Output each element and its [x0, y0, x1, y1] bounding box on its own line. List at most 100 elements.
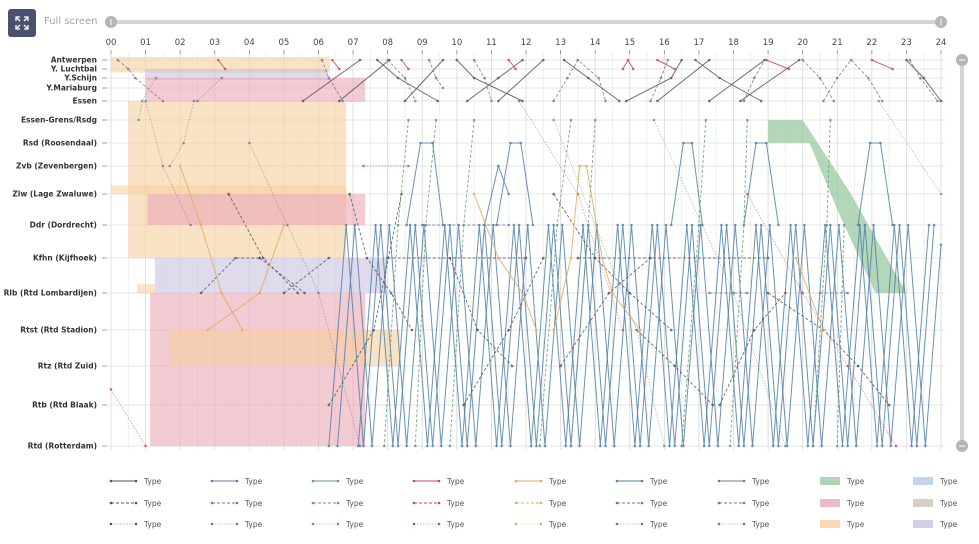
train-path[interactable] — [795, 257, 824, 331]
train-path[interactable] — [508, 59, 517, 70]
legend-item[interactable]: Type — [820, 520, 865, 529]
train-path[interactable] — [539, 119, 572, 447]
possession-zone[interactable] — [111, 185, 347, 194]
legend-swatch — [913, 520, 933, 528]
possession-zone[interactable] — [128, 101, 347, 258]
train-path[interactable] — [657, 59, 675, 70]
train-path[interactable] — [518, 100, 624, 331]
train-path[interactable] — [197, 77, 222, 102]
train-path[interactable] — [401, 59, 409, 70]
train-path[interactable] — [349, 193, 413, 331]
train-path[interactable] — [695, 59, 762, 102]
train-path[interactable] — [466, 59, 523, 102]
train-path[interactable] — [553, 193, 672, 331]
train-path[interactable] — [496, 142, 534, 226]
possession-zone[interactable] — [169, 330, 400, 366]
train-path[interactable] — [259, 257, 305, 294]
train-path[interactable] — [217, 59, 226, 70]
train-path[interactable] — [871, 59, 893, 70]
train-path[interactable] — [406, 142, 444, 226]
legend-item[interactable]: Type — [412, 520, 465, 529]
train-path[interactable] — [746, 193, 897, 447]
train-path[interactable] — [626, 59, 683, 102]
legend-item[interactable]: Type — [210, 499, 263, 508]
legend-item[interactable]: Type — [109, 520, 162, 529]
train-path[interactable] — [338, 59, 390, 102]
train-path[interactable] — [740, 59, 800, 102]
legend-item[interactable]: Type — [412, 499, 465, 508]
train-path[interactable] — [414, 119, 437, 447]
train-path[interactable] — [248, 142, 361, 447]
legend-item[interactable]: Type — [820, 477, 865, 486]
legend-item[interactable]: Type — [615, 520, 668, 529]
train-path[interactable] — [657, 59, 710, 102]
train-path[interactable] — [802, 59, 835, 102]
train-path[interactable] — [743, 59, 766, 102]
train-path[interactable] — [743, 142, 779, 226]
legend-item[interactable]: Type — [820, 499, 865, 508]
possession-zone[interactable] — [145, 69, 328, 80]
train-path[interactable] — [878, 100, 942, 195]
possession-zone[interactable] — [111, 56, 330, 73]
legend-item[interactable]: Type — [514, 520, 567, 529]
legend-item[interactable]: Type — [514, 499, 567, 508]
train-path[interactable] — [497, 59, 544, 102]
train-path[interactable] — [473, 193, 537, 331]
legend-item[interactable]: Type — [210, 520, 263, 529]
legend-item[interactable]: Type — [109, 499, 162, 508]
train-path[interactable] — [708, 59, 765, 102]
train-path[interactable] — [456, 59, 523, 102]
train-path[interactable] — [767, 292, 890, 406]
train-path[interactable] — [766, 59, 790, 70]
train-path[interactable] — [357, 224, 930, 447]
legend-item[interactable]: Type — [615, 477, 668, 486]
train-path[interactable] — [283, 257, 330, 294]
train-path[interactable] — [681, 119, 707, 447]
train-path[interactable] — [179, 165, 243, 331]
train-path[interactable] — [622, 58, 634, 70]
train-path[interactable] — [302, 59, 361, 102]
possession-zone[interactable] — [145, 78, 366, 102]
train-path[interactable] — [857, 142, 894, 226]
legend-item[interactable]: Type — [412, 477, 465, 486]
train-path[interactable] — [563, 59, 620, 102]
possession-zone[interactable] — [147, 194, 366, 225]
possession-zone[interactable] — [150, 293, 366, 446]
legend-item[interactable]: Type — [109, 477, 162, 486]
train-path[interactable] — [337, 224, 942, 447]
train-stop-point — [875, 444, 879, 448]
legend-item[interactable]: Type — [717, 477, 770, 486]
train-path[interactable] — [836, 224, 845, 447]
legend-item[interactable]: Type — [311, 477, 364, 486]
train-path[interactable] — [328, 224, 935, 447]
train-path[interactable] — [376, 59, 439, 102]
legend-item[interactable]: Type — [913, 499, 958, 508]
legend-item[interactable]: Type — [913, 477, 958, 486]
train-path[interactable] — [428, 59, 444, 89]
train-path[interactable] — [473, 59, 492, 102]
train-path[interactable] — [553, 59, 606, 102]
train-path[interactable] — [110, 389, 146, 447]
legend-item[interactable]: Type — [311, 499, 364, 508]
train-path[interactable] — [670, 142, 703, 226]
legend-item[interactable]: Type — [913, 520, 958, 529]
train-path[interactable] — [560, 257, 651, 367]
train-path[interactable] — [823, 59, 883, 102]
legend-item[interactable]: Type — [210, 477, 263, 486]
train-stop-point — [566, 76, 569, 80]
train-path[interactable] — [200, 257, 260, 294]
possession-zone[interactable] — [136, 284, 155, 293]
legend-item[interactable]: Type — [311, 520, 364, 529]
train-path[interactable] — [331, 59, 340, 70]
train-path[interactable] — [321, 59, 344, 102]
legend-item[interactable]: Type — [717, 499, 770, 508]
fullscreen-button[interactable] — [8, 9, 36, 37]
train-path[interactable] — [729, 119, 748, 447]
legend-item[interactable]: Type — [514, 477, 567, 486]
train-path[interactable] — [404, 59, 444, 102]
train-path[interactable] — [387, 59, 416, 102]
train-path[interactable] — [138, 77, 157, 121]
legend-item[interactable]: Type — [717, 520, 770, 529]
train-path[interactable] — [117, 59, 164, 102]
legend-item[interactable]: Type — [615, 499, 668, 508]
